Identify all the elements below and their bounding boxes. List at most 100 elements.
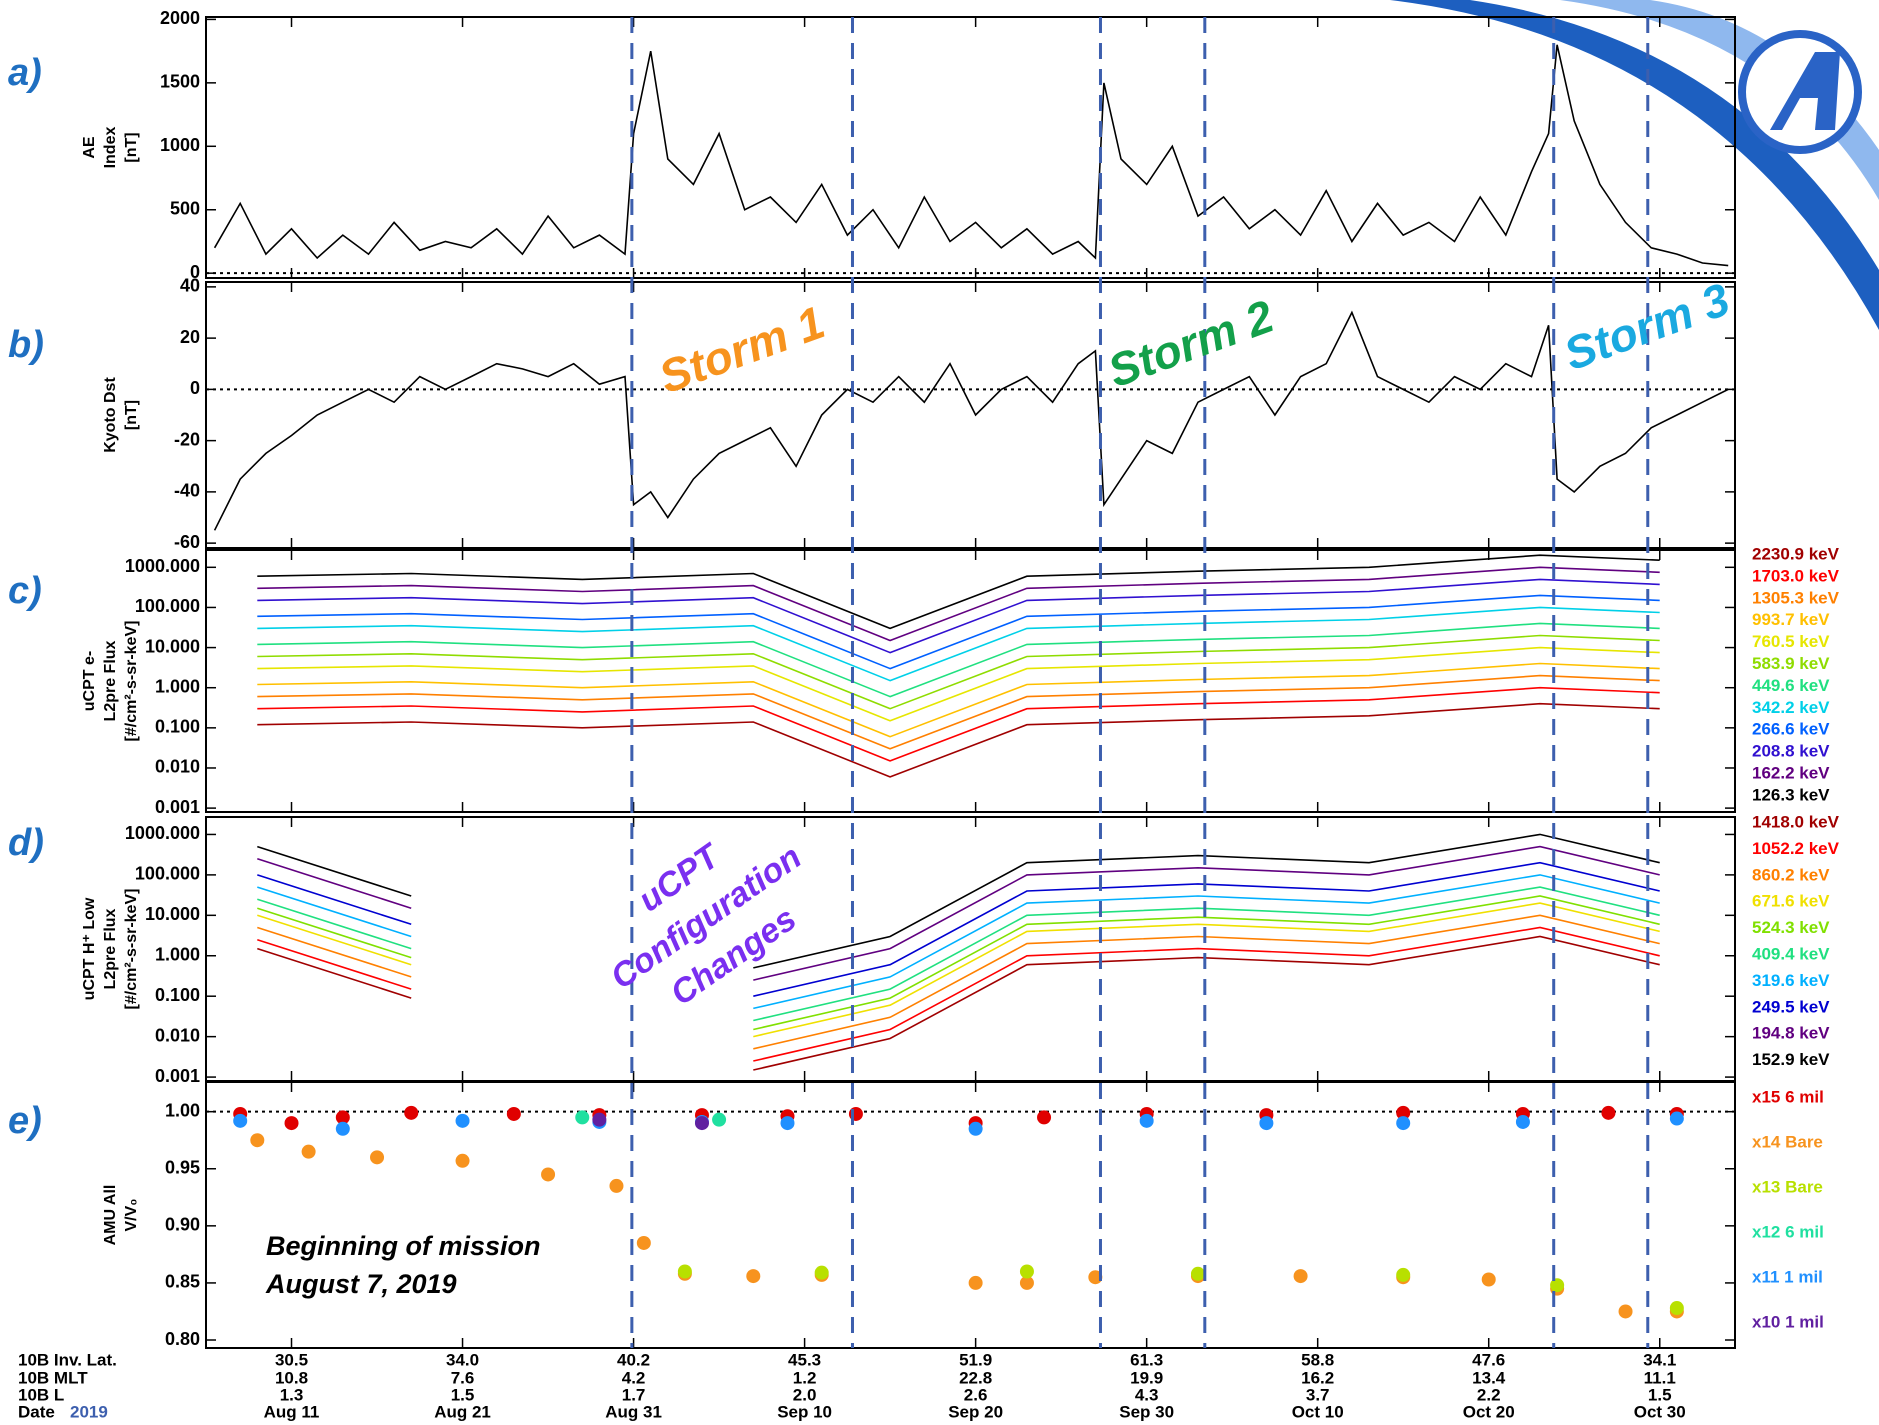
flux-line [257,833,1660,969]
data-point [335,1121,350,1136]
index-line [213,310,1729,531]
year-label: 2019 [70,1402,108,1421]
flux-line [257,926,1660,1062]
y-tick-label: 40 [180,276,200,296]
annotation: Storm 2 [1101,290,1280,398]
row-label: 10B MLT [18,1368,88,1387]
data-point [335,1110,350,1125]
y-tick-label: -40 [174,481,200,501]
y-tick-label: 0.010 [155,757,200,777]
legend-entry: 152.9 keV [1752,1050,1830,1069]
data-point [250,1133,265,1148]
row-value: 47.6 [1472,1350,1505,1369]
data-point [1396,1267,1411,1282]
flux-line [257,845,1660,981]
y-tick-label: 10.000 [145,636,200,656]
panel-label: b) [8,324,44,366]
annotation-text: August 7, 2019 [265,1269,457,1299]
y-axis-label: uCPT H⁺ Low [81,897,98,1000]
flux-line [257,686,1660,762]
data-point [1396,1116,1411,1131]
y-tick-label: 1.00 [165,1100,200,1120]
data-point [746,1269,761,1284]
row-value: 22.8 [959,1368,992,1387]
flux-line [257,886,1660,1022]
flux-line [257,935,1660,1071]
x-tick-label: Aug 11 [264,1402,320,1421]
annotation-text: Storm 1 [652,296,831,403]
plot-frame [205,1081,1736,1349]
flux-line [257,646,1660,722]
flux-line [257,874,1660,1010]
y-tick-label: 0.100 [155,717,200,737]
legend-entry: x11 1 mil [1752,1267,1823,1286]
data-point [1669,1301,1684,1316]
legend-entry: 249.5 keV [1752,997,1830,1016]
y-tick-label: 0.90 [165,1215,200,1235]
row-value: 1.5 [1648,1385,1672,1404]
plot-frame [205,549,1736,813]
legend-entry: x15 6 mil [1752,1087,1824,1106]
panel-label: c) [8,570,42,612]
y-axis-label: Kyoto Dst [102,377,119,453]
row-value: 58.8 [1301,1350,1334,1369]
x-tick-label: Oct 30 [1634,1402,1686,1421]
legend-entry: x12 6 mil [1752,1222,1824,1241]
x-tick-label: Aug 31 [605,1402,662,1421]
row-value: 2.2 [1477,1385,1501,1404]
legend-entry: 1305.3 keV [1752,588,1840,607]
data-point [609,1178,624,1193]
y-axis-label: L2pre Flux [102,908,119,989]
index-line [213,44,1729,267]
row-value: 30.5 [275,1350,308,1369]
legend-entry: 1703.0 keV [1752,566,1840,585]
flux-line [257,914,1660,1050]
row-value: 10.8 [275,1368,308,1387]
row-value: 4.2 [622,1368,646,1387]
row-value: 1.2 [793,1368,817,1387]
y-axis-label: uCPT e- [81,651,98,711]
y-axis-label: AMU All [102,1185,119,1246]
row-value: 1.5 [451,1385,475,1404]
row-value: 1.3 [280,1385,304,1404]
legend-entry: 524.3 keV [1752,918,1830,937]
legend-entry: 126.3 keV [1752,785,1830,804]
flux-line [257,702,1660,778]
y-tick-label: 100.000 [135,596,200,616]
data-point [1396,1105,1411,1120]
legend-entry: 194.8 keV [1752,1024,1830,1043]
row-value: 13.4 [1472,1368,1506,1387]
flux-line [257,634,1660,710]
y-tick-label: 0.95 [165,1158,200,1178]
y-tick-label: 1.000 [155,676,200,696]
x-tick-label: Aug 21 [434,1402,491,1421]
legend-entry: 162.2 keV [1752,763,1830,782]
y-axis-label: [nT] [123,132,140,162]
y-tick-label: 0.010 [155,1025,200,1045]
flux-line [257,594,1660,670]
legend-entry: x14 Bare [1752,1132,1823,1151]
data-point [1618,1304,1633,1319]
y-tick-label: 0.001 [155,797,200,817]
legend-entry: 319.6 keV [1752,971,1830,990]
y-tick-label: 1000.000 [125,556,200,576]
data-point [636,1235,651,1250]
plot-area [213,44,1729,267]
y-axis-label: Index [102,127,119,169]
legend-entry: 449.6 keV [1752,676,1830,695]
plot-frame [205,281,1736,549]
plot-area [257,554,1660,778]
row-value: 61.3 [1130,1350,1163,1369]
annotation-text: Storm 2 [1101,290,1280,398]
plot-area [213,310,1729,531]
legend-entry: 583.9 keV [1752,654,1830,673]
data-point [284,1116,299,1131]
data-point [814,1265,829,1280]
y-tick-label: 1000.000 [125,823,200,843]
y-axis-label: [nT] [123,400,140,430]
data-point [592,1112,607,1127]
y-tick-label: 0.80 [165,1329,200,1349]
row-value: 11.1 [1644,1368,1676,1387]
flux-line [257,895,1660,1031]
row-value: 1.7 [622,1385,646,1404]
